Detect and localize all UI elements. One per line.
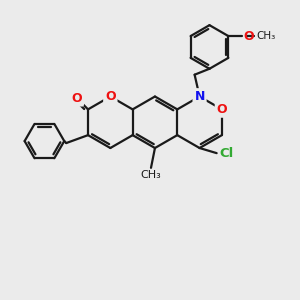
- Text: O: O: [105, 90, 116, 103]
- Text: O: O: [71, 92, 82, 105]
- Text: CH₃: CH₃: [141, 170, 161, 180]
- Text: CH₃: CH₃: [256, 31, 275, 41]
- Text: N: N: [194, 90, 205, 103]
- Text: O: O: [243, 30, 254, 43]
- Text: O: O: [217, 103, 227, 116]
- Text: Cl: Cl: [220, 147, 234, 160]
